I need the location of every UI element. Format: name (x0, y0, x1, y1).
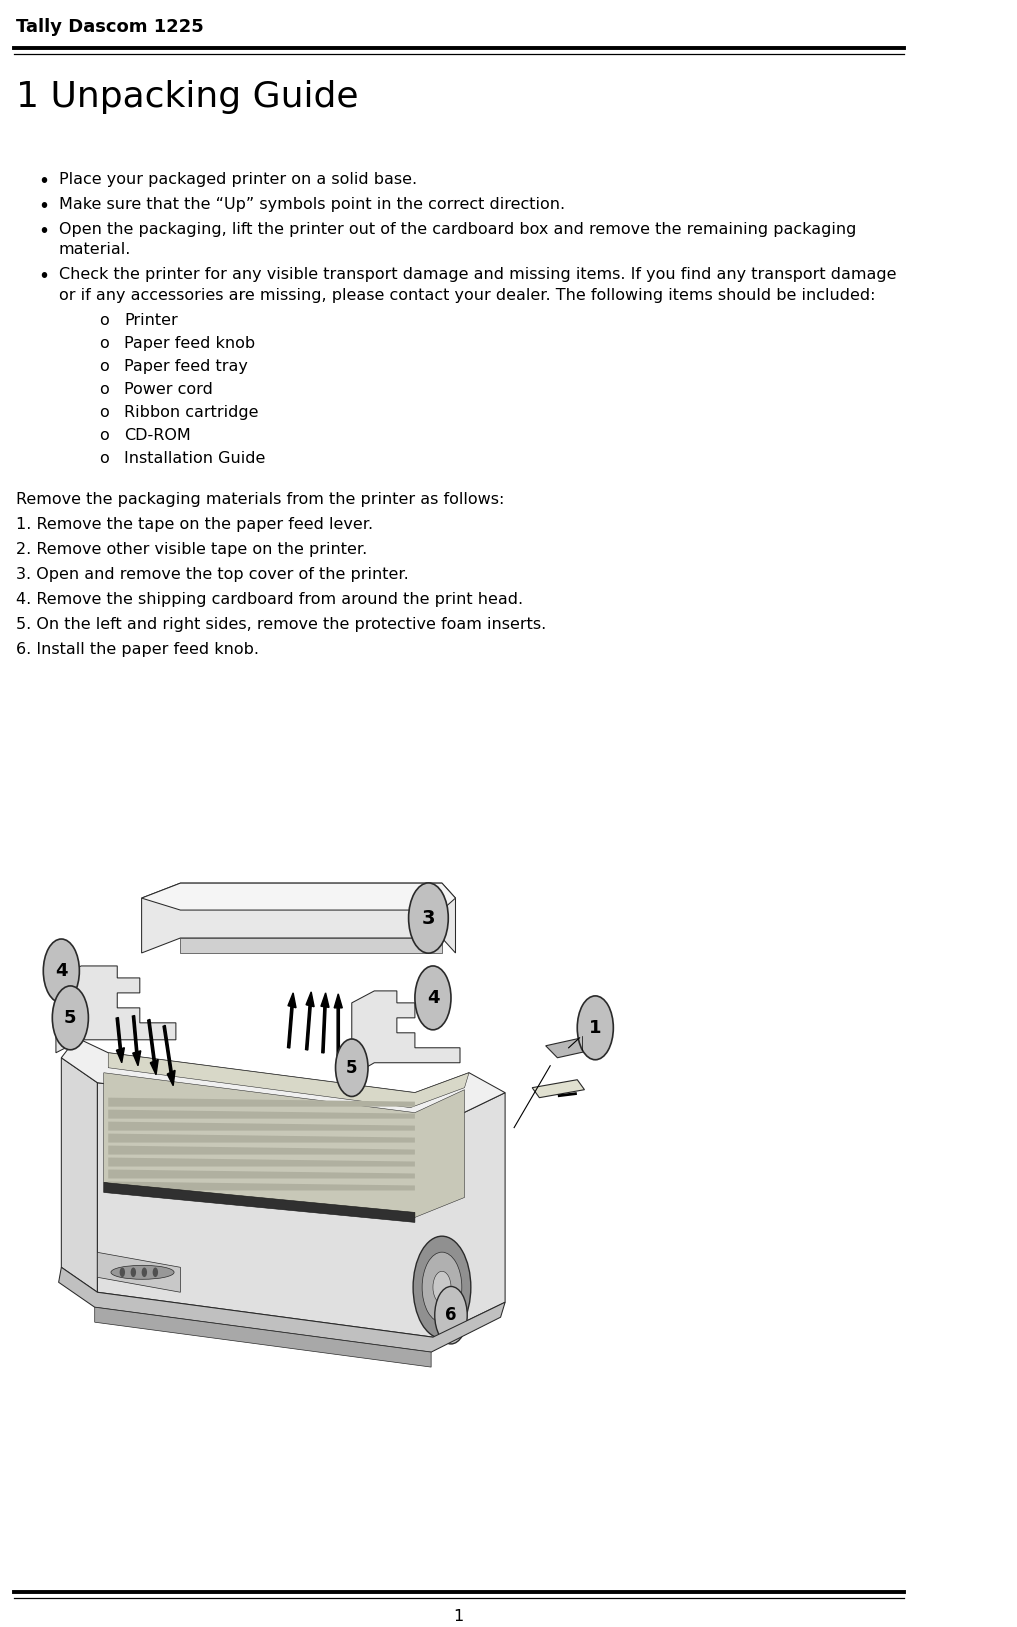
Circle shape (141, 1267, 147, 1277)
Text: Check the printer for any visible transport damage and missing items. If you fin: Check the printer for any visible transp… (59, 267, 896, 283)
Circle shape (415, 966, 451, 1030)
Polygon shape (108, 1170, 415, 1178)
Ellipse shape (111, 1266, 174, 1279)
Text: 4: 4 (427, 989, 439, 1007)
Polygon shape (108, 1098, 415, 1106)
FancyArrow shape (147, 1020, 159, 1075)
Polygon shape (180, 939, 442, 953)
Text: Power cord: Power cord (124, 382, 214, 397)
Circle shape (409, 883, 448, 953)
Circle shape (413, 1237, 471, 1339)
Text: 1. Remove the tape on the paper feed lever.: 1. Remove the tape on the paper feed lev… (16, 517, 373, 532)
Text: Printer: Printer (124, 314, 178, 329)
Text: Place your packaged printer on a solid base.: Place your packaged printer on a solid b… (59, 171, 417, 187)
Text: o: o (100, 382, 109, 397)
Polygon shape (108, 1121, 415, 1131)
Text: •: • (38, 221, 49, 241)
Text: •: • (38, 267, 49, 286)
Text: 5. On the left and right sides, remove the protective foam inserts.: 5. On the left and right sides, remove t… (16, 617, 546, 631)
Text: Paper feed knob: Paper feed knob (124, 337, 255, 351)
Text: or if any accessories are missing, please contact your dealer. The following ite: or if any accessories are missing, pleas… (59, 288, 875, 303)
Circle shape (422, 1253, 462, 1323)
Polygon shape (108, 1157, 415, 1167)
Polygon shape (108, 1145, 415, 1155)
Text: o: o (100, 428, 109, 443)
Text: 2. Remove other visible tape on the printer.: 2. Remove other visible tape on the prin… (16, 542, 367, 556)
Circle shape (130, 1267, 136, 1277)
Text: Make sure that the “Up” symbols point in the correct direction.: Make sure that the “Up” symbols point in… (59, 197, 564, 212)
Text: 3. Open and remove the top cover of the printer.: 3. Open and remove the top cover of the … (16, 566, 409, 582)
Text: 6: 6 (445, 1306, 457, 1324)
Polygon shape (141, 883, 456, 953)
Text: Open the packaging, lift the printer out of the cardboard box and remove the rem: Open the packaging, lift the printer out… (59, 221, 856, 236)
Text: 6. Install the paper feed knob.: 6. Install the paper feed knob. (16, 641, 259, 657)
Text: 3: 3 (422, 908, 435, 927)
Polygon shape (98, 1082, 505, 1337)
Text: o: o (100, 337, 109, 351)
Text: material.: material. (59, 242, 131, 257)
Text: Paper feed tray: Paper feed tray (124, 360, 248, 374)
Text: Remove the packaging materials from the printer as follows:: Remove the packaging materials from the … (16, 491, 504, 508)
Circle shape (120, 1267, 125, 1277)
Text: Tally Dascom 1225: Tally Dascom 1225 (16, 18, 204, 36)
Text: 4. Remove the shipping cardboard from around the print head.: 4. Remove the shipping cardboard from ar… (16, 592, 524, 607)
Polygon shape (108, 1134, 415, 1142)
Circle shape (433, 1271, 451, 1303)
Polygon shape (532, 1080, 585, 1098)
FancyArrow shape (321, 992, 330, 1053)
Text: •: • (38, 197, 49, 216)
Polygon shape (61, 1038, 505, 1128)
Circle shape (153, 1267, 158, 1277)
Text: CD-ROM: CD-ROM (124, 428, 191, 443)
Text: •: • (38, 171, 49, 190)
Polygon shape (56, 966, 176, 1053)
Polygon shape (104, 1183, 415, 1222)
FancyArrow shape (335, 994, 343, 1056)
Polygon shape (108, 1053, 469, 1108)
Circle shape (44, 939, 79, 1002)
Polygon shape (61, 1058, 98, 1292)
Circle shape (434, 1287, 467, 1344)
Text: 5: 5 (346, 1059, 358, 1077)
Text: 1: 1 (454, 1609, 464, 1624)
Text: o: o (100, 405, 109, 420)
Text: o: o (100, 451, 109, 465)
Text: Installation Guide: Installation Guide (124, 451, 265, 465)
Polygon shape (98, 1253, 180, 1292)
FancyArrow shape (132, 1015, 140, 1066)
Circle shape (52, 986, 88, 1049)
Text: o: o (100, 314, 109, 329)
Text: 5: 5 (64, 1009, 76, 1027)
Polygon shape (546, 1038, 594, 1058)
Polygon shape (59, 1267, 505, 1352)
Polygon shape (95, 1306, 431, 1367)
FancyArrow shape (116, 1017, 124, 1062)
FancyArrow shape (163, 1025, 175, 1085)
Polygon shape (104, 1072, 465, 1217)
FancyArrow shape (305, 992, 314, 1049)
Polygon shape (108, 1110, 415, 1119)
Polygon shape (141, 883, 456, 909)
Circle shape (336, 1040, 368, 1097)
Polygon shape (352, 991, 460, 1075)
Polygon shape (108, 1181, 415, 1191)
Text: 1: 1 (589, 1019, 601, 1036)
Text: 4: 4 (55, 962, 67, 979)
Text: Ribbon cartridge: Ribbon cartridge (124, 405, 259, 420)
Circle shape (578, 996, 613, 1059)
Text: 1 Unpacking Guide: 1 Unpacking Guide (16, 80, 359, 114)
Text: o: o (100, 360, 109, 374)
FancyArrow shape (288, 992, 296, 1048)
